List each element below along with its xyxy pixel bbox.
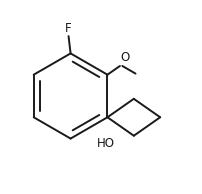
Text: F: F <box>65 22 72 35</box>
Text: HO: HO <box>96 137 115 150</box>
Text: O: O <box>121 51 130 64</box>
